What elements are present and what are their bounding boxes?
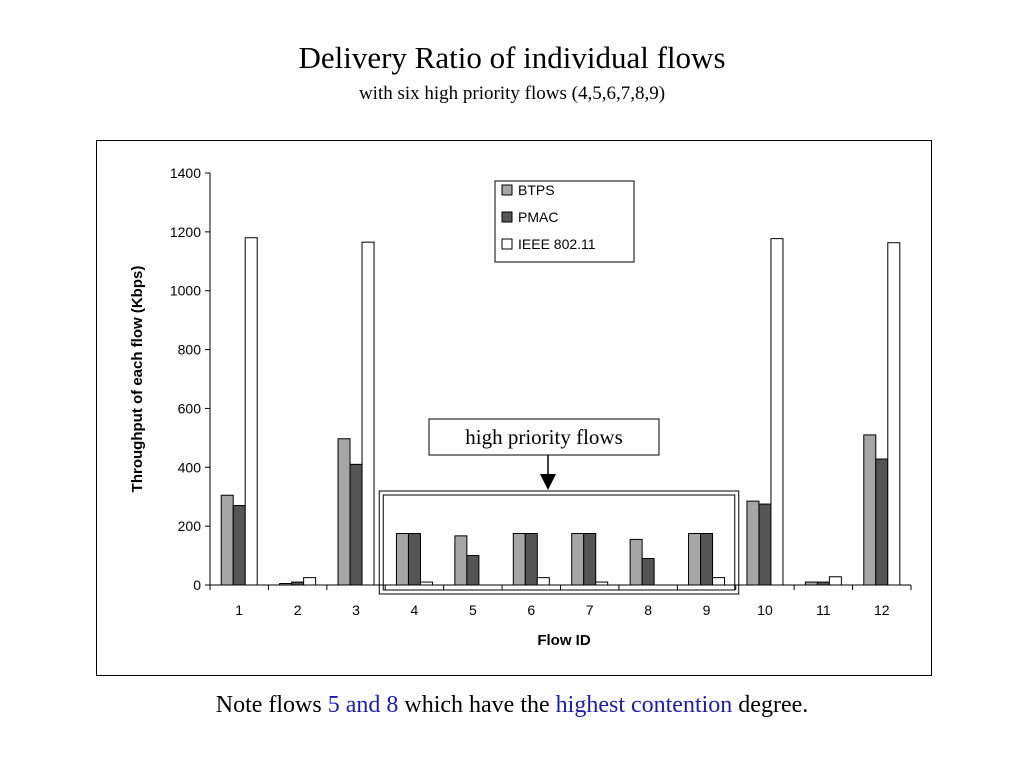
highlight-box-outer [378, 490, 740, 595]
bar-ieee-802-11-flow-11 [828, 576, 842, 586]
bar-ieee-802-11-flow-4 [419, 581, 433, 586]
bar-pmac-flow-5 [466, 555, 480, 586]
bar-btps-flow-3 [337, 438, 351, 586]
legend-swatch-btps [501, 184, 513, 196]
bar-btps-flow-5 [454, 535, 468, 586]
footnote-middle: which have the [398, 692, 556, 718]
bar-ieee-802-11-flow-7 [595, 581, 609, 586]
chart-frame: 0 200 400 600 800 1000 1200 1400 1 2 3 4 5 6 7 8 9 10 11 12… [96, 140, 932, 676]
slide-title: Delivery Ratio of individual flows [298, 40, 726, 75]
bar-btps-flow-4 [395, 533, 409, 586]
bar-ieee-802-11-flow-2 [303, 577, 317, 586]
footnote-highlight-contention: highest contention [555, 692, 733, 718]
x-tick-label: 11 [816, 602, 831, 618]
y-axis-title: Throughput of each flow (Kbps) [129, 266, 146, 493]
y-tick-label: 600 [178, 400, 202, 416]
slide-subtitle: with six high priority flows (4,5,6,7,8,… [358, 83, 666, 104]
bar-pmac-flow-8 [641, 558, 655, 586]
footnote-highlight-flows: 5 and 8 [327, 692, 399, 718]
x-tick-label: 12 [874, 602, 890, 618]
y-tick-label: 800 [178, 342, 202, 358]
x-tick-label: 9 [703, 602, 711, 618]
bar-ieee-802-11-flow-10 [770, 238, 784, 586]
bar-btps-flow-11 [804, 581, 818, 586]
x-tick-label: 6 [527, 602, 535, 618]
bar-pmac-flow-11 [816, 581, 830, 586]
bar-ieee-802-11-flow-1 [244, 237, 258, 586]
x-tick-label: 1 [235, 602, 243, 618]
x-tick-label: 10 [757, 602, 773, 618]
x-tick-label: 2 [294, 602, 302, 618]
x-tick-label: 5 [469, 602, 477, 618]
legend-swatch-pmac [501, 211, 513, 223]
annotation-box [428, 418, 660, 456]
bar-pmac-flow-6 [524, 533, 538, 586]
x-tick-label: 4 [411, 602, 419, 618]
legend-swatch-ieee-802-11 [501, 238, 513, 250]
footnote-suffix: degree. [732, 692, 809, 718]
bar-pmac-flow-3 [349, 463, 363, 586]
footnote-prefix: Note flows [215, 692, 328, 718]
y-tick-label: 200 [178, 518, 202, 534]
bar-pmac-flow-4 [407, 533, 421, 586]
bar-btps-flow-1 [220, 494, 234, 586]
bar-pmac-flow-1 [232, 505, 246, 586]
bar-ieee-802-11-flow-9 [712, 577, 726, 586]
legend-label: PMAC [518, 209, 558, 225]
legend-label: BTPS [518, 182, 555, 198]
bar-btps-flow-8 [629, 538, 643, 586]
bar-pmac-flow-2 [291, 581, 305, 586]
legend-label: IEEE 802.11 [518, 236, 596, 252]
y-tick-label: 1200 [170, 224, 201, 240]
y-tick-label: 1000 [170, 283, 201, 299]
bar-btps-flow-7 [571, 533, 585, 586]
y-tick-label: 400 [178, 459, 202, 475]
bar-ieee-802-11-flow-12 [887, 242, 901, 586]
highlight-box-inner [382, 494, 736, 591]
bar-btps-flow-9 [688, 533, 702, 586]
x-tick-label: 8 [644, 602, 652, 618]
bar-pmac-flow-7 [583, 533, 597, 586]
legend-box [494, 180, 635, 263]
bar-ieee-802-11-flow-6 [536, 577, 550, 586]
x-axis-title: Flow ID [537, 632, 590, 649]
bar-ieee-802-11-flow-3 [361, 241, 375, 586]
footnote: Note flows 5 and 8 which have the highes… [0, 692, 1024, 719]
x-tick-label: 7 [586, 602, 594, 618]
bar-btps-flow-6 [512, 533, 526, 586]
annotation-label: high priority flows [465, 425, 623, 449]
bar-btps-flow-2 [279, 583, 293, 586]
annotation-arrow-head [540, 474, 556, 490]
bar-btps-flow-12 [863, 434, 877, 586]
bar-pmac-flow-10 [758, 503, 772, 586]
y-tick-label: 1400 [170, 165, 201, 181]
x-tick-label: 3 [352, 602, 360, 618]
y-tick-label: 0 [193, 577, 201, 593]
bar-pmac-flow-12 [875, 458, 889, 586]
bar-pmac-flow-9 [700, 533, 714, 586]
bar-btps-flow-10 [746, 500, 760, 586]
